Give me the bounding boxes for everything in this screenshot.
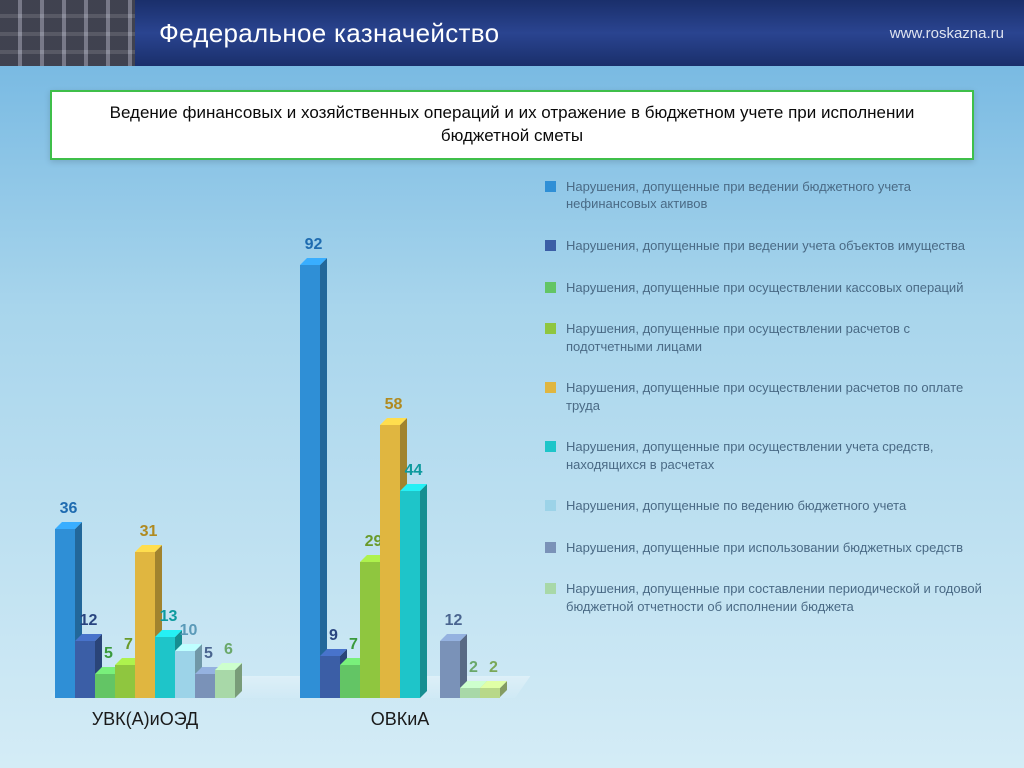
bar-value-label: 36	[60, 500, 78, 518]
bar-value-label: 7	[124, 636, 133, 654]
legend-swatch	[545, 181, 556, 192]
bar-value-label: 31	[140, 523, 158, 541]
bar-value-label: 12	[80, 612, 98, 630]
legend-text: Нарушения, допущенные при осуществлении …	[566, 438, 994, 473]
content-area: 3612573113105692972958441222 УВК(А)иОЭДО…	[0, 160, 1024, 760]
legend-swatch	[545, 282, 556, 293]
header-bar: Федеральное казначейство www.roskazna.ru	[0, 0, 1024, 66]
bar-value-label: 5	[104, 645, 113, 663]
bar-value-label: 10	[180, 622, 198, 640]
legend-text: Нарушения, допущенные при ведении учета …	[566, 237, 965, 255]
legend-text: Нарушения, допущенные при составлении пе…	[566, 580, 994, 615]
subtitle-panel: Ведение финансовых и хозяйственных опера…	[50, 90, 974, 160]
bar-value-label: 7	[349, 636, 358, 654]
bar-value-label: 9	[329, 627, 338, 645]
legend-item: Нарушения, допущенные при использовании …	[545, 539, 994, 557]
legend-text: Нарушения, допущенные по ведению бюджетн…	[566, 497, 906, 515]
legend-swatch	[545, 500, 556, 511]
legend-text: Нарушения, допущенные при осуществлении …	[566, 279, 963, 297]
bar-value-label: 2	[469, 659, 478, 677]
header-logo-image	[0, 0, 135, 66]
legend-text: Нарушения, допущенные при ведении бюджет…	[566, 178, 994, 213]
header-url: www.roskazna.ru	[890, 25, 1004, 42]
legend-swatch	[545, 240, 556, 251]
chart-plot: 3612573113105692972958441222	[50, 198, 515, 698]
legend-text: Нарушения, допущенные при использовании …	[566, 539, 963, 557]
bar-value-label: 5	[204, 645, 213, 663]
legend-item: Нарушения, допущенные по ведению бюджетн…	[545, 497, 994, 515]
legend-item: Нарушения, допущенные при ведении бюджет…	[545, 178, 994, 213]
subtitle-text: Ведение финансовых и хозяйственных опера…	[110, 103, 915, 145]
bar-value-label: 2	[489, 659, 498, 677]
legend-swatch	[545, 323, 556, 334]
bar-value-label: 6	[224, 641, 233, 659]
legend-swatch	[545, 441, 556, 452]
legend-item: Нарушения, допущенные при осуществлении …	[545, 438, 994, 473]
bar-value-label: 92	[305, 236, 323, 254]
legend-item: Нарушения, допущенные при осуществлении …	[545, 279, 994, 297]
bar-value-label: 12	[445, 612, 463, 630]
bar-chart: 3612573113105692972958441222 УВК(А)иОЭДО…	[50, 178, 515, 738]
legend-item: Нарушения, допущенные при осуществлении …	[545, 379, 994, 414]
legend-item: Нарушения, допущенные при ведении учета …	[545, 237, 994, 255]
legend-text: Нарушения, допущенные при осуществлении …	[566, 379, 994, 414]
bar-value-label: 58	[385, 396, 403, 414]
bar-value-label: 13	[160, 608, 178, 626]
legend-swatch	[545, 583, 556, 594]
legend-item: Нарушения, допущенные при осуществлении …	[545, 320, 994, 355]
legend-swatch	[545, 382, 556, 393]
legend-item: Нарушения, допущенные при составлении пе…	[545, 580, 994, 615]
bar-value-label: 44	[405, 462, 423, 480]
legend-text: Нарушения, допущенные при осуществлении …	[566, 320, 994, 355]
x-axis-category: УВК(А)иОЭД	[92, 709, 199, 730]
chart-legend: Нарушения, допущенные при ведении бюджет…	[515, 178, 1004, 760]
legend-swatch	[545, 542, 556, 553]
header-title: Федеральное казначейство	[159, 18, 499, 49]
x-axis-category: ОВКиА	[371, 709, 430, 730]
